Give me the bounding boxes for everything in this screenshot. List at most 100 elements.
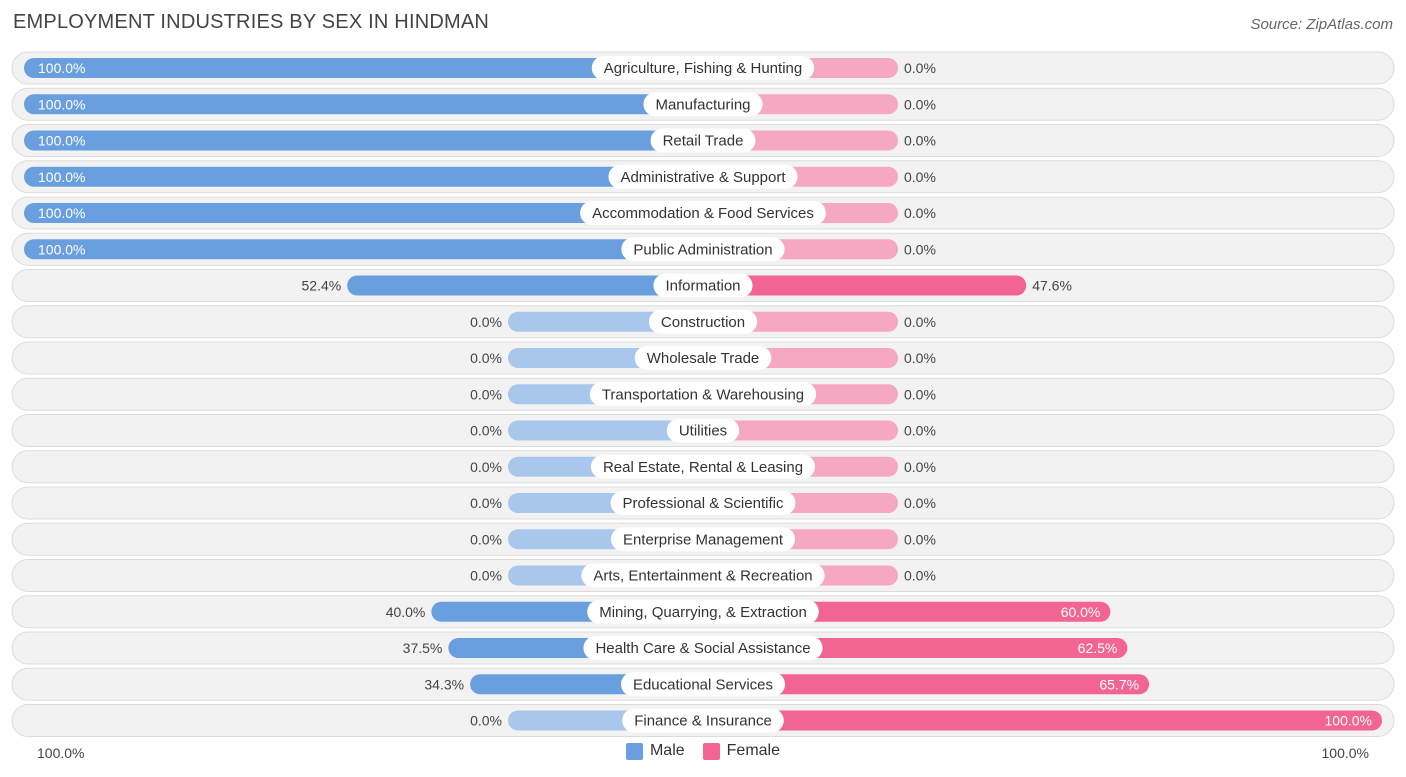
value-label-male: 100.0%	[38, 241, 85, 257]
axis-label-left: 100.0%	[37, 745, 85, 761]
value-label-male: 0.0%	[470, 531, 502, 547]
category-label: Wholesale Trade	[647, 350, 760, 367]
axis-label-right: 100.0%	[1321, 745, 1369, 761]
category-row: 100.0% 0.0% Manufacturing	[11, 87, 1395, 121]
value-label-female: 0.0%	[904, 133, 936, 149]
legend-swatch-male	[625, 742, 643, 760]
value-label-female: 47.6%	[1032, 278, 1072, 294]
category-pill	[587, 599, 819, 624]
category-label: Arts, Entertainment & Recreation	[593, 568, 812, 585]
value-label-female: 0.0%	[904, 169, 936, 185]
value-label-male: 37.5%	[403, 640, 443, 656]
category-pill	[648, 309, 758, 334]
category-label: Mining, Quarrying, & Extraction	[599, 604, 807, 621]
category-row: 40.0% 60.0% Mining, Quarrying, & Extractio…	[11, 595, 1395, 629]
category-pill	[653, 273, 753, 298]
category-label: Educational Services	[633, 676, 773, 693]
legend-swatch-female	[702, 742, 720, 760]
bar-male	[24, 58, 703, 78]
value-label-female: 100.0%	[1325, 713, 1372, 729]
chart-title: EMPLOYMENT INDUSTRIES BY SEX IN HINDMAN	[13, 11, 490, 33]
category-label: Real Estate, Rental & Leasing	[603, 459, 803, 476]
category-label: Retail Trade	[663, 133, 744, 150]
value-label-male: 40.0%	[386, 604, 426, 620]
category-label: Enterprise Management	[623, 531, 784, 548]
diverging-bar-chart: 100.0% 0.0% Agriculture, Fishing & Hunting…	[11, 51, 1395, 737]
bar-male	[24, 94, 703, 115]
category-label: Accommodation & Food Services	[592, 205, 814, 222]
category-label: Finance & Insurance	[634, 713, 772, 730]
legend: Male Female	[0, 742, 1406, 760]
category-label: Manufacturing	[655, 96, 750, 113]
value-label-female: 0.0%	[904, 96, 936, 112]
value-label-female: 0.0%	[904, 241, 936, 257]
category-label: Health Care & Social Assistance	[595, 640, 810, 657]
bar-male	[508, 420, 703, 441]
bar-female	[703, 420, 898, 441]
category-row: 0.0% 0.0% Construction	[11, 305, 1395, 339]
legend-label-male: Male	[649, 742, 685, 759]
value-label-female: 60.0%	[1061, 604, 1101, 620]
value-label-male: 0.0%	[470, 459, 502, 475]
category-pill	[622, 708, 784, 733]
category-label: Information	[665, 278, 740, 295]
value-label-female: 0.0%	[904, 423, 936, 439]
category-pill	[583, 636, 823, 660]
bar-male	[347, 275, 703, 296]
value-label-female: 65.7%	[1099, 676, 1139, 692]
value-label-female: 0.0%	[904, 568, 936, 584]
category-label: Public Administration	[633, 241, 772, 258]
legend-item-male: Male	[625, 742, 685, 760]
value-label-male: 100.0%	[38, 169, 85, 185]
value-label-female: 0.0%	[904, 205, 936, 221]
category-pill	[650, 128, 756, 153]
category-pill	[620, 672, 786, 697]
category-row: 37.5% 62.5% Health Care & Social Assistanc…	[11, 631, 1395, 665]
bar-female	[703, 275, 1027, 296]
category-label: Transportation & Warehousing	[602, 386, 804, 403]
bar-female	[703, 710, 1382, 731]
category-row: 0.0% 100.0% Finance & Insurance	[11, 704, 1395, 737]
category-row: 34.3% 65.7% Educational Services	[11, 667, 1395, 701]
category-pill	[643, 92, 763, 117]
bar-female	[703, 674, 1150, 695]
value-label-male: 0.0%	[470, 314, 502, 330]
category-row: 100.0% 0.0% Accommodation & Food Services	[11, 196, 1395, 230]
category-row: 0.0% 0.0% Professional & Scientific	[11, 486, 1395, 520]
category-pill	[591, 56, 815, 80]
value-label-male: 0.0%	[470, 495, 502, 511]
bar-male	[24, 203, 703, 223]
category-row: 100.0% 0.0% Agriculture, Fishing & Hunting	[11, 51, 1395, 85]
value-label-male: 100.0%	[38, 133, 85, 149]
value-label-male: 100.0%	[38, 96, 85, 112]
value-label-male: 0.0%	[470, 568, 502, 584]
value-label-male: 0.0%	[470, 386, 502, 402]
value-label-female: 0.0%	[904, 314, 936, 330]
category-pill	[590, 454, 816, 479]
value-label-female: 0.0%	[904, 459, 936, 475]
value-label-female: 0.0%	[904, 386, 936, 402]
value-label-male: 52.4%	[302, 278, 342, 294]
category-row: 0.0% 0.0% Transportation & Warehousing	[11, 377, 1395, 411]
category-row: 0.0% 0.0% Arts, Entertainment & Recreation	[11, 559, 1395, 592]
value-label-female: 0.0%	[904, 495, 936, 511]
category-pill	[610, 527, 796, 552]
category-label: Administrative & Support	[620, 169, 786, 186]
category-label: Professional & Scientific	[623, 495, 784, 512]
category-row: 0.0% 0.0% Wholesale Trade	[11, 341, 1395, 375]
category-pill	[610, 491, 796, 515]
value-label-male: 100.0%	[38, 205, 85, 221]
value-label-female: 62.5%	[1078, 640, 1118, 656]
category-pill	[621, 237, 785, 262]
bar-male	[24, 130, 703, 151]
value-label-male: 0.0%	[470, 713, 502, 729]
category-row: 0.0% 0.0% Utilities	[11, 414, 1395, 447]
category-row: 0.0% 0.0% Enterprise Management	[11, 522, 1395, 556]
bar-male	[24, 239, 703, 260]
legend-item-female: Female	[702, 742, 780, 760]
category-row: 100.0% 0.0% Retail Trade	[11, 124, 1395, 157]
category-row: 0.0% 0.0% Real Estate, Rental & Leasing	[11, 450, 1395, 484]
category-row: 52.4% 47.6% Information	[11, 269, 1395, 302]
category-label: Agriculture, Fishing & Hunting	[604, 60, 802, 77]
category-pill	[581, 563, 825, 588]
